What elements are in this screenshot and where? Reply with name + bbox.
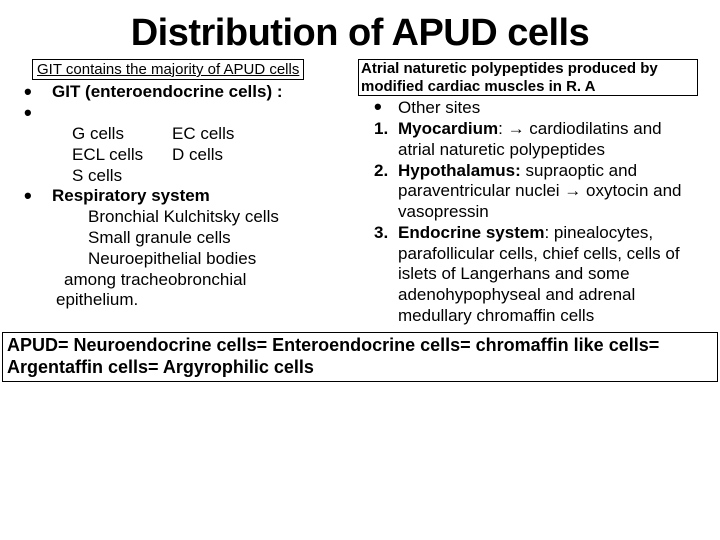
git-cells-table: G cells ECL cells S cells EC cells D cel… [24,124,356,186]
item-body: Endocrine system: pinealocytes, parafoll… [398,223,700,327]
footer-definition-box: APUD= Neuroendocrine cells= Enteroendocr… [2,332,718,381]
bullet-icon: • [24,82,52,102]
cell-label: EC cells [172,124,272,145]
item-body: Hypothalamus: supraoptic and paraventric… [398,161,700,223]
respiratory-heading: Respiratory system [52,186,210,206]
content-columns: GIT contains the majority of APUD cells … [0,59,720,326]
resp-line: Bronchial Kulchitsky cells [24,207,356,228]
bullet-icon: • [374,98,398,119]
slide-title: Distribution of APUD cells [0,0,720,59]
cell-label: ECL cells [72,145,172,166]
git-cells-col2: EC cells D cells [172,124,272,186]
item-number: 3. [374,223,398,327]
item-endocrine: 3. Endocrine system: pinealocytes, paraf… [358,223,700,327]
other-sites-label: Other sites [398,98,700,119]
empty-bullet [52,103,57,123]
atrial-box: Atrial naturetic polypeptides produced b… [358,59,698,96]
item-head: Endocrine system [398,223,544,242]
resp-tail: epithelium. [24,290,356,311]
bullet-resp: • Respiratory system [24,186,356,206]
item-head: Myocardium [398,119,498,138]
resp-tail: among tracheobronchial [24,270,356,291]
item-body: Myocardium: → cardiodilatins and atrial … [398,119,700,160]
left-column: GIT contains the majority of APUD cells … [4,59,356,326]
item-head: Hypothalamus: [398,161,521,180]
item-hypothalamus: 2. Hypothalamus: supraoptic and paravent… [358,161,700,223]
bullet-icon: • [24,103,52,123]
resp-line: Neuroepithelial bodies [24,249,356,270]
item-number: 2. [374,161,398,223]
bullet-icon: • [24,186,52,206]
cell-label: G cells [72,124,172,145]
cell-label: S cells [72,166,172,187]
cell-label: D cells [172,145,272,166]
git-majority-box: GIT contains the majority of APUD cells [32,59,304,80]
item-myocardium: 1. Myocardium: → cardiodilatins and atri… [358,119,700,160]
resp-line: Small granule cells [24,228,356,249]
item-number: 1. [374,119,398,160]
git-heading: GIT (enteroendocrine cells) : [52,82,283,102]
right-column: Atrial naturetic polypeptides produced b… [356,59,700,326]
bullet-git: • GIT (enteroendocrine cells) : [24,82,356,102]
bullet-empty: • [24,103,356,123]
bullet-other-sites: • Other sites [358,98,700,119]
git-cells-col1: G cells ECL cells S cells [72,124,172,186]
